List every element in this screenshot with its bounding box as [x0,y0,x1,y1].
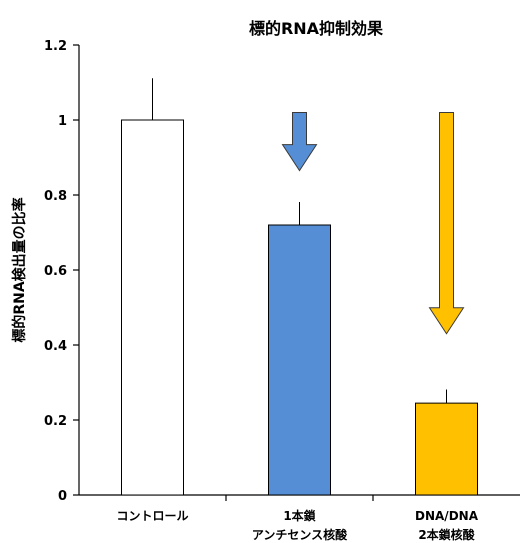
y-tick-label: 0.4 [44,339,67,354]
y-tick-label: 0.2 [44,414,67,429]
down-arrow [281,112,318,172]
arrows [281,112,465,335]
y-axis-title: 標的RNA検出量の比率 [11,197,28,342]
y-tick-label: 0.6 [44,264,67,279]
bar [415,402,478,496]
x-category-label: コントロール [116,509,188,523]
y-tick-label: 1 [58,114,67,129]
x-category-label: DNA/DNA [415,509,479,523]
y-tick-label: 0.8 [44,189,67,204]
y-tick-label: 1.2 [44,39,67,54]
x-category-label: アンチセンス核酸 [252,527,348,542]
down-arrow [428,112,465,335]
x-category-label: 2本鎖核酸 [418,527,475,542]
y-tick-label: 0 [58,489,67,504]
bars [121,78,478,496]
x-category-label: 1本鎖 [283,508,316,523]
chart-title: 標的RNA抑制効果 [249,19,383,38]
bar [268,224,331,496]
bar [121,119,184,496]
